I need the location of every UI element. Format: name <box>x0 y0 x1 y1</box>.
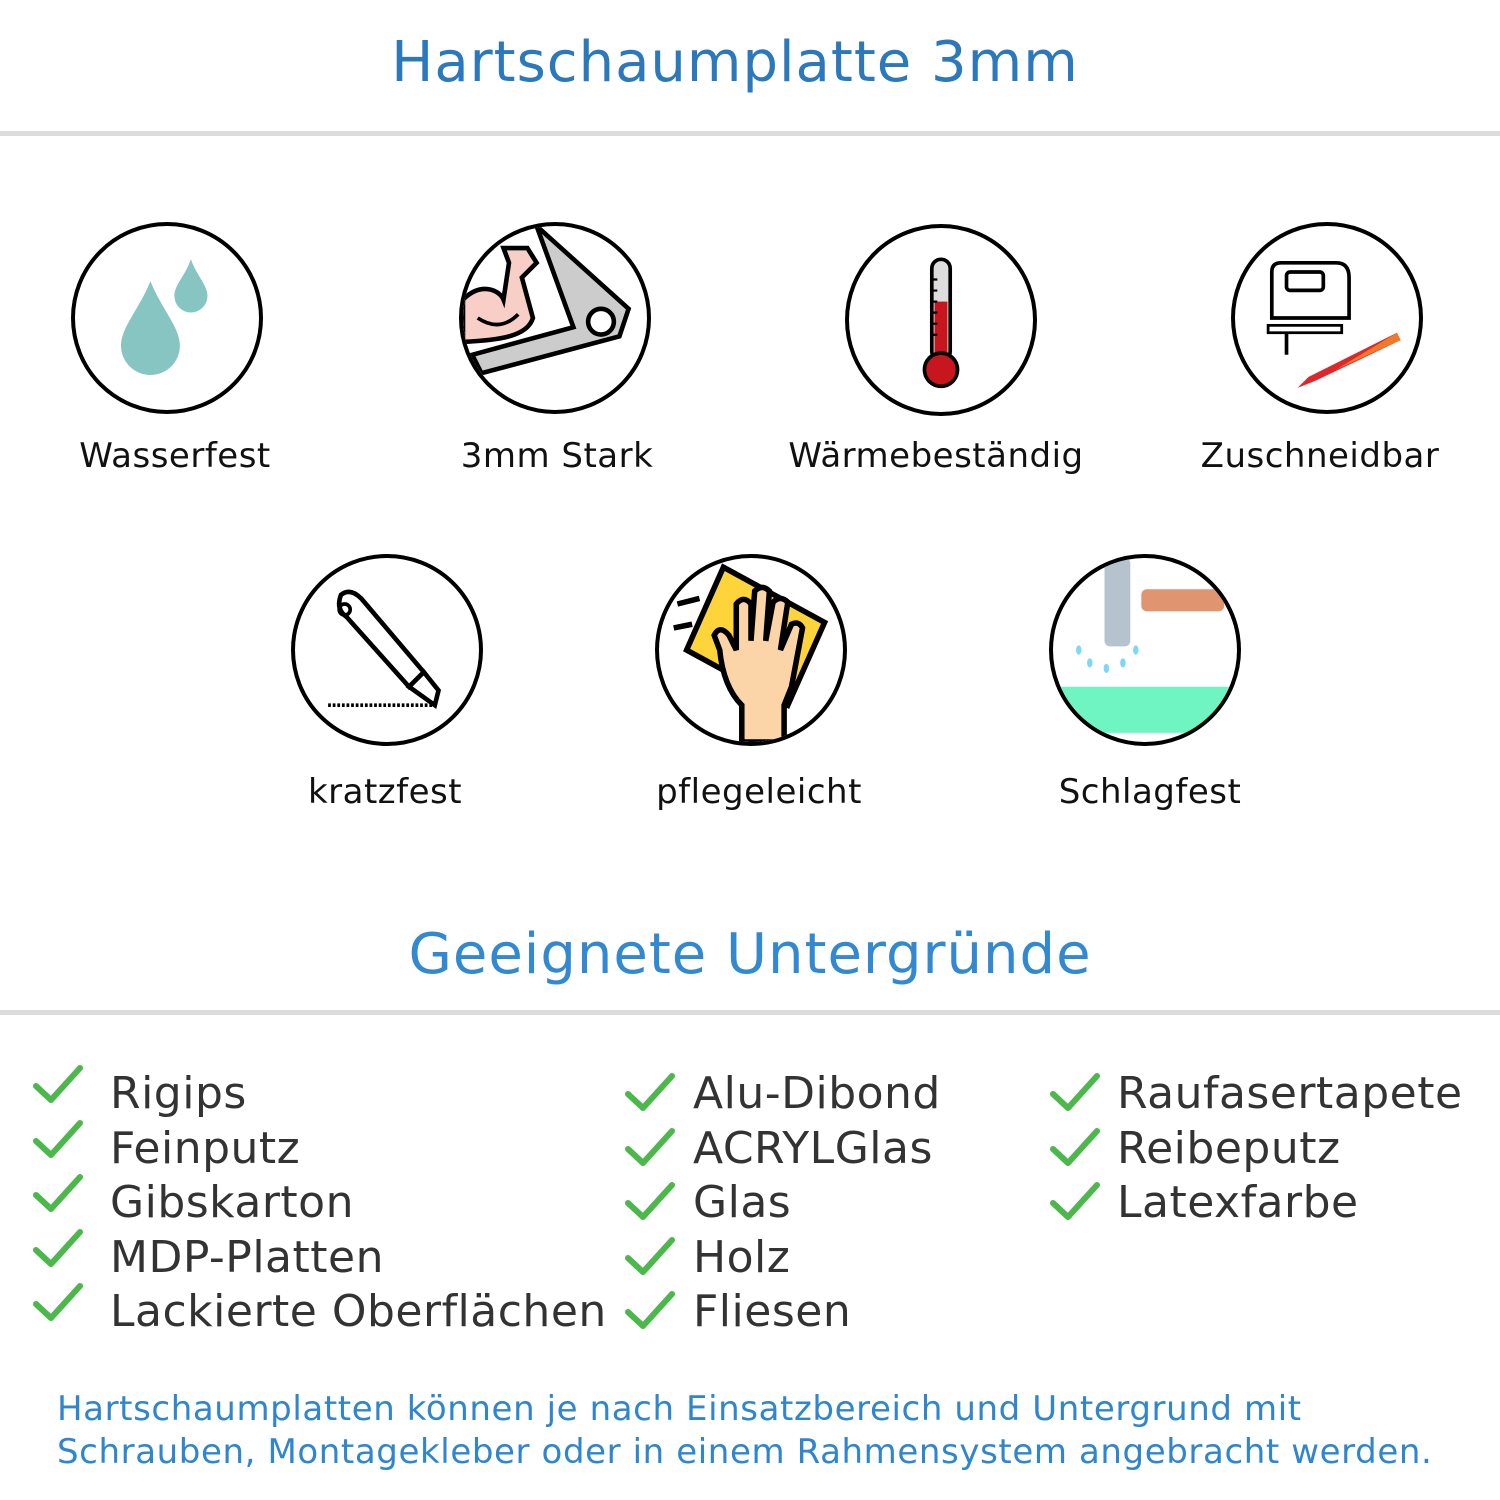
feature-label: kratzfest <box>307 772 463 812</box>
checkmark-icon <box>625 1125 675 1169</box>
surface-item: Latexfarbe <box>1117 1177 1359 1228</box>
cleaning-hand-icon <box>655 554 847 746</box>
jigsaw-knife-icon <box>1231 222 1423 414</box>
surface-item: Alu-Dibond <box>693 1068 941 1119</box>
checkmark-icon <box>33 1280 83 1324</box>
surface-item: Gibskarton <box>110 1177 354 1228</box>
feature-label: Schlagfest <box>1058 772 1242 812</box>
divider <box>0 131 1500 136</box>
surface-item: Feinputz <box>110 1122 301 1174</box>
surface-item: MDP-Platten <box>110 1231 384 1283</box>
checkmark-icon <box>33 1171 83 1215</box>
checkmark-icon <box>1050 1179 1100 1223</box>
surface-item: Holz <box>693 1231 791 1283</box>
section-title: Geeignete Untergründe <box>408 922 1092 987</box>
divider <box>0 1010 1500 1015</box>
checkmark-icon <box>625 1234 675 1278</box>
strong-arm-icon <box>459 222 651 414</box>
surface-item: ACRYLGlas <box>693 1122 933 1174</box>
checkmark-icon <box>1050 1125 1100 1169</box>
footer-line: Schrauben, Montagekleber oder in einem R… <box>57 1432 1433 1472</box>
feature-label: Wärmebeständig <box>788 436 1084 476</box>
surface-item: Lackierte Oberflächen <box>110 1286 607 1337</box>
surface-item: Raufasertapete <box>1117 1068 1463 1119</box>
checkmark-icon <box>33 1226 83 1270</box>
feature-label: Zuschneidbar <box>1200 436 1440 476</box>
surface-item: Fliesen <box>693 1286 852 1337</box>
cutter-knife-icon <box>291 554 483 746</box>
feature-label: pflegeleicht <box>656 772 862 812</box>
feature-label: 3mm Stark <box>460 436 654 476</box>
surface-item: Glas <box>693 1177 792 1228</box>
checkmark-icon <box>1050 1070 1100 1114</box>
checkmark-icon <box>33 1117 83 1161</box>
checkmark-icon <box>33 1062 83 1106</box>
footer-line: Hartschaumplatten können je nach Einsatz… <box>57 1389 1302 1429</box>
feature-label: Wasserfest <box>79 436 271 476</box>
checkmark-icon <box>625 1070 675 1114</box>
water-drops-icon <box>71 222 263 414</box>
hammer-icon <box>1049 554 1241 746</box>
checkmark-icon <box>625 1288 675 1332</box>
thermometer-icon <box>845 224 1037 416</box>
page-title: Hartschaumplatte 3mm <box>391 30 1079 95</box>
checkmark-icon <box>625 1179 675 1223</box>
surface-item: Reibeputz <box>1117 1122 1341 1174</box>
surface-item: Rigips <box>110 1068 247 1119</box>
